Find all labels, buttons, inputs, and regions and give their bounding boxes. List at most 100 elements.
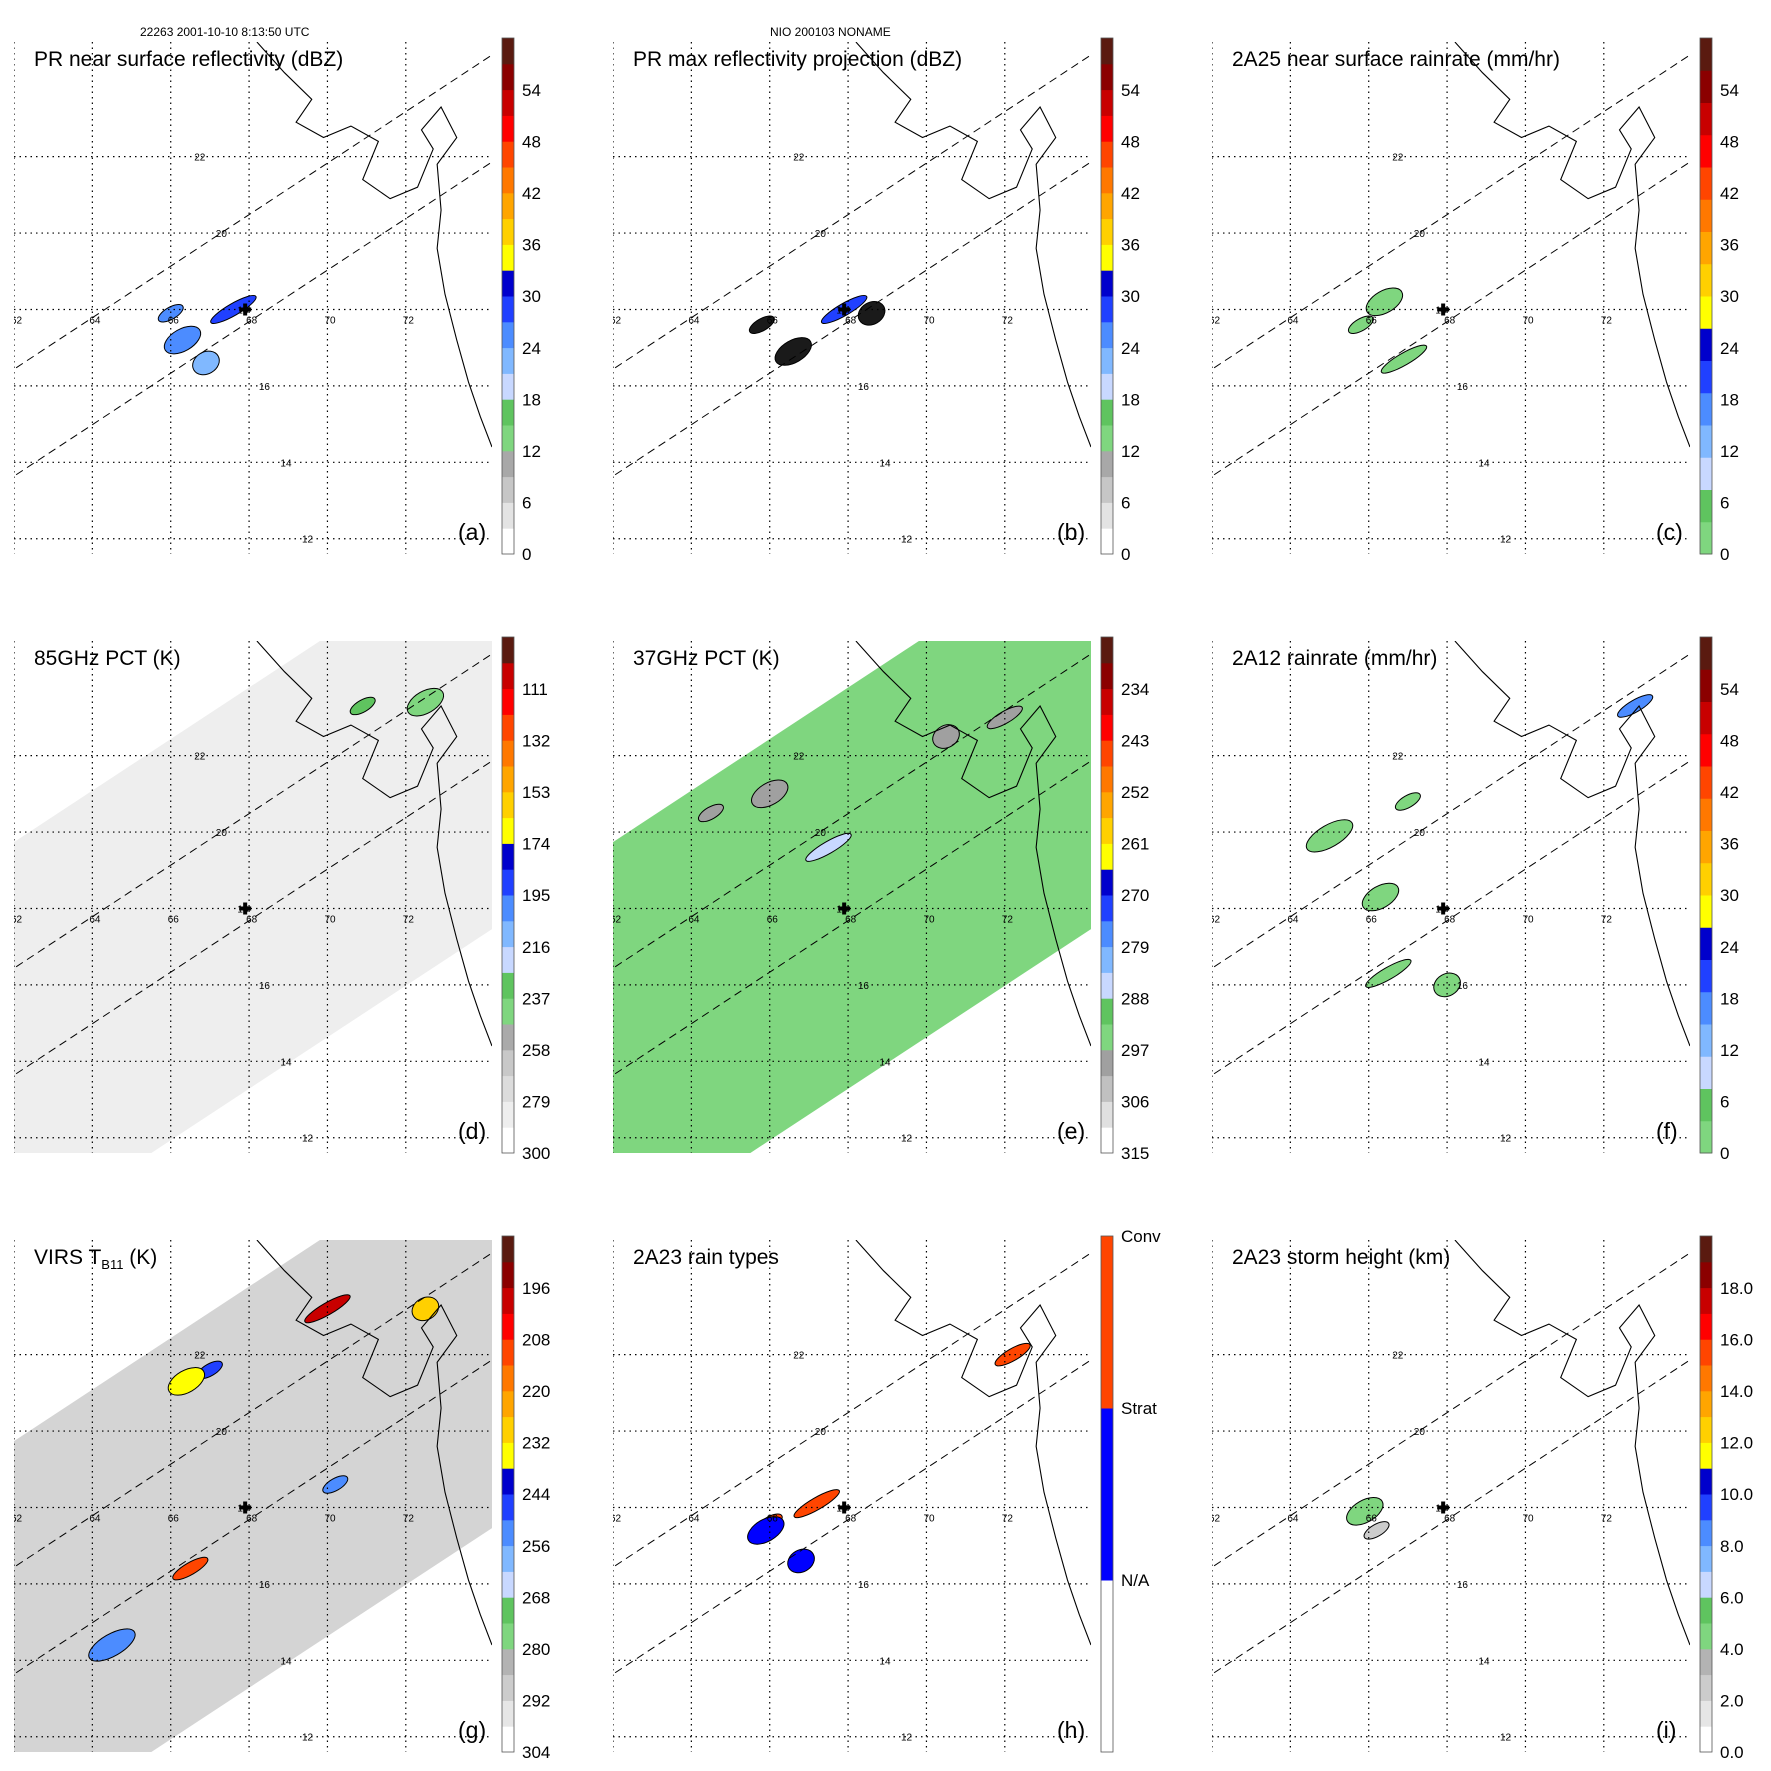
- panel-i: 6264666870722220181614122A23 storm heigh…: [1209, 1235, 1753, 1762]
- rain-blob: [1363, 1521, 1390, 1540]
- colorbar-tick-label: 30: [522, 287, 541, 306]
- storm-center-marker: [838, 1501, 851, 1514]
- x-tick-label: 66: [1366, 1513, 1378, 1524]
- x-tick-label: 64: [89, 315, 101, 326]
- colorbar-tick-label: 153: [522, 783, 550, 802]
- panel-letter: (h): [1057, 1717, 1085, 1743]
- colorbar-tick-label: 300: [522, 1144, 550, 1163]
- colorbar-tick-label: 111: [522, 680, 548, 699]
- swath-edge-line: [613, 54, 1091, 370]
- colorbar-tick-label: 8.0: [1720, 1537, 1744, 1556]
- x-tick-label: 64: [688, 1513, 700, 1524]
- storm-center-marker: [239, 303, 252, 316]
- panel-title-suffix: (K): [123, 1246, 157, 1269]
- y-tick-label: 20: [216, 1427, 228, 1438]
- colorbar-frame: [501, 37, 515, 555]
- panel-title: 2A12 rainrate (mm/hr): [1232, 647, 1437, 670]
- colorbar-segment: [1101, 637, 1113, 664]
- colorbar-segment: [502, 1313, 514, 1340]
- panel-letter: (a): [458, 519, 486, 545]
- panel-title: PR max reflectivity projection (dBZ): [633, 48, 962, 71]
- swath-edge-line: [613, 1252, 1091, 1568]
- y-tick-label: 16: [259, 981, 271, 992]
- colorbar-segment: [1700, 1597, 1712, 1624]
- colorbar-segment: [502, 89, 514, 116]
- y-tick-label: 22: [793, 153, 805, 164]
- x-tick-label: 68: [246, 914, 258, 925]
- rain-blob: [1346, 1496, 1384, 1526]
- colorbar-tick-label: Conv: [1121, 1227, 1161, 1246]
- y-tick-label: 12: [1500, 535, 1512, 546]
- colorbar-segment: [1700, 701, 1712, 735]
- colorbar-tick-label: 30: [1121, 287, 1140, 306]
- colorbar-segment: [1700, 927, 1712, 960]
- colorbar-tick-label: 234: [1121, 680, 1149, 699]
- x-tick-label: 64: [89, 914, 101, 925]
- colorbar-segment: [502, 998, 514, 1025]
- x-tick-label: 62: [610, 1513, 622, 1524]
- map-area: 626466687072222018161412: [1209, 1240, 1690, 1752]
- colorbar-segment: [502, 141, 514, 168]
- swath-fill: [613, 641, 1091, 1153]
- x-tick-label: 62: [1209, 1513, 1221, 1524]
- rain-blob: [1394, 792, 1421, 811]
- colorbar-tick-label: 196: [522, 1279, 550, 1298]
- panel-h: 6264666870722220181614122A23 rain types(…: [610, 1227, 1161, 1753]
- colorbar-tick-label: 14.0: [1720, 1382, 1753, 1401]
- colorbar-segment: [502, 1075, 514, 1102]
- colorbar-segment: [502, 63, 514, 91]
- panel-title: 2A23 rain types: [633, 1246, 779, 1269]
- x-tick-label: 72: [403, 914, 415, 925]
- coastline: [855, 42, 1091, 448]
- colorbar-tick-label: 304: [522, 1743, 550, 1762]
- x-tick-label: 62: [1209, 315, 1221, 326]
- colorbar-segment: [1101, 296, 1113, 323]
- colorbar-segment: [1101, 817, 1113, 844]
- y-tick-label: 20: [815, 229, 827, 240]
- colorbar-segment: [1101, 972, 1113, 999]
- colorbar-segment: [502, 1339, 514, 1366]
- colorbar-tick-label: 315: [1121, 1144, 1149, 1163]
- y-tick-label: 12: [302, 1733, 314, 1744]
- colorbar-segment: [502, 1571, 514, 1598]
- colorbar-tick-label: 216: [522, 938, 550, 957]
- colorbar-segment: [1700, 733, 1712, 767]
- colorbar-segment: [1700, 1648, 1712, 1676]
- colorbar-tick-label: 12: [522, 442, 541, 461]
- colorbar-tick-label: 42: [1720, 184, 1739, 203]
- colorbar-tick-label: 0: [522, 545, 531, 564]
- map-area: 626466687072222018161412: [613, 42, 1091, 554]
- storm-center-marker: [239, 1501, 252, 1514]
- colorbar-segment: [502, 817, 514, 844]
- colorbar-segment: [1101, 843, 1113, 870]
- colorbar-segment: [502, 244, 514, 271]
- colorbar-segment: [1101, 1580, 1113, 1753]
- x-tick-label: 66: [168, 914, 180, 925]
- y-tick-label: 12: [1500, 1134, 1512, 1145]
- colorbar-segment: [1101, 167, 1113, 194]
- colorbar-tick-label: 297: [1121, 1041, 1149, 1060]
- colorbar-tick-label: 258: [522, 1041, 550, 1060]
- panel-letter: (f): [1656, 1118, 1678, 1144]
- y-tick-label: 22: [194, 1351, 206, 1362]
- colorbar-tick-label: 261: [1121, 835, 1149, 854]
- x-tick-label: 72: [1002, 1513, 1014, 1524]
- colorbar-segment: [1700, 1442, 1712, 1469]
- x-tick-label: 70: [324, 914, 336, 925]
- colorbar-segment: [1101, 1127, 1113, 1154]
- y-tick-label: 14: [879, 1057, 891, 1068]
- y-tick-label: 20: [815, 828, 827, 839]
- colorbar-segment: [1700, 1494, 1712, 1521]
- colorbar-tick-label: 48: [1720, 133, 1739, 152]
- y-tick-label: 16: [1457, 382, 1469, 393]
- colorbar-segment: [502, 373, 514, 400]
- y-tick-label: 16: [858, 382, 870, 393]
- colorbar-segment: [1101, 1024, 1113, 1051]
- colorbar-tick-label: 24: [1720, 339, 1739, 358]
- colorbar-segment: [1700, 830, 1712, 864]
- colorbar-tick-label: 24: [522, 339, 541, 358]
- colorbar-segment: [1700, 1519, 1712, 1547]
- colorbar-segment: [1101, 1075, 1113, 1102]
- y-tick-label: 14: [280, 1057, 292, 1068]
- rain-blob: [748, 315, 775, 334]
